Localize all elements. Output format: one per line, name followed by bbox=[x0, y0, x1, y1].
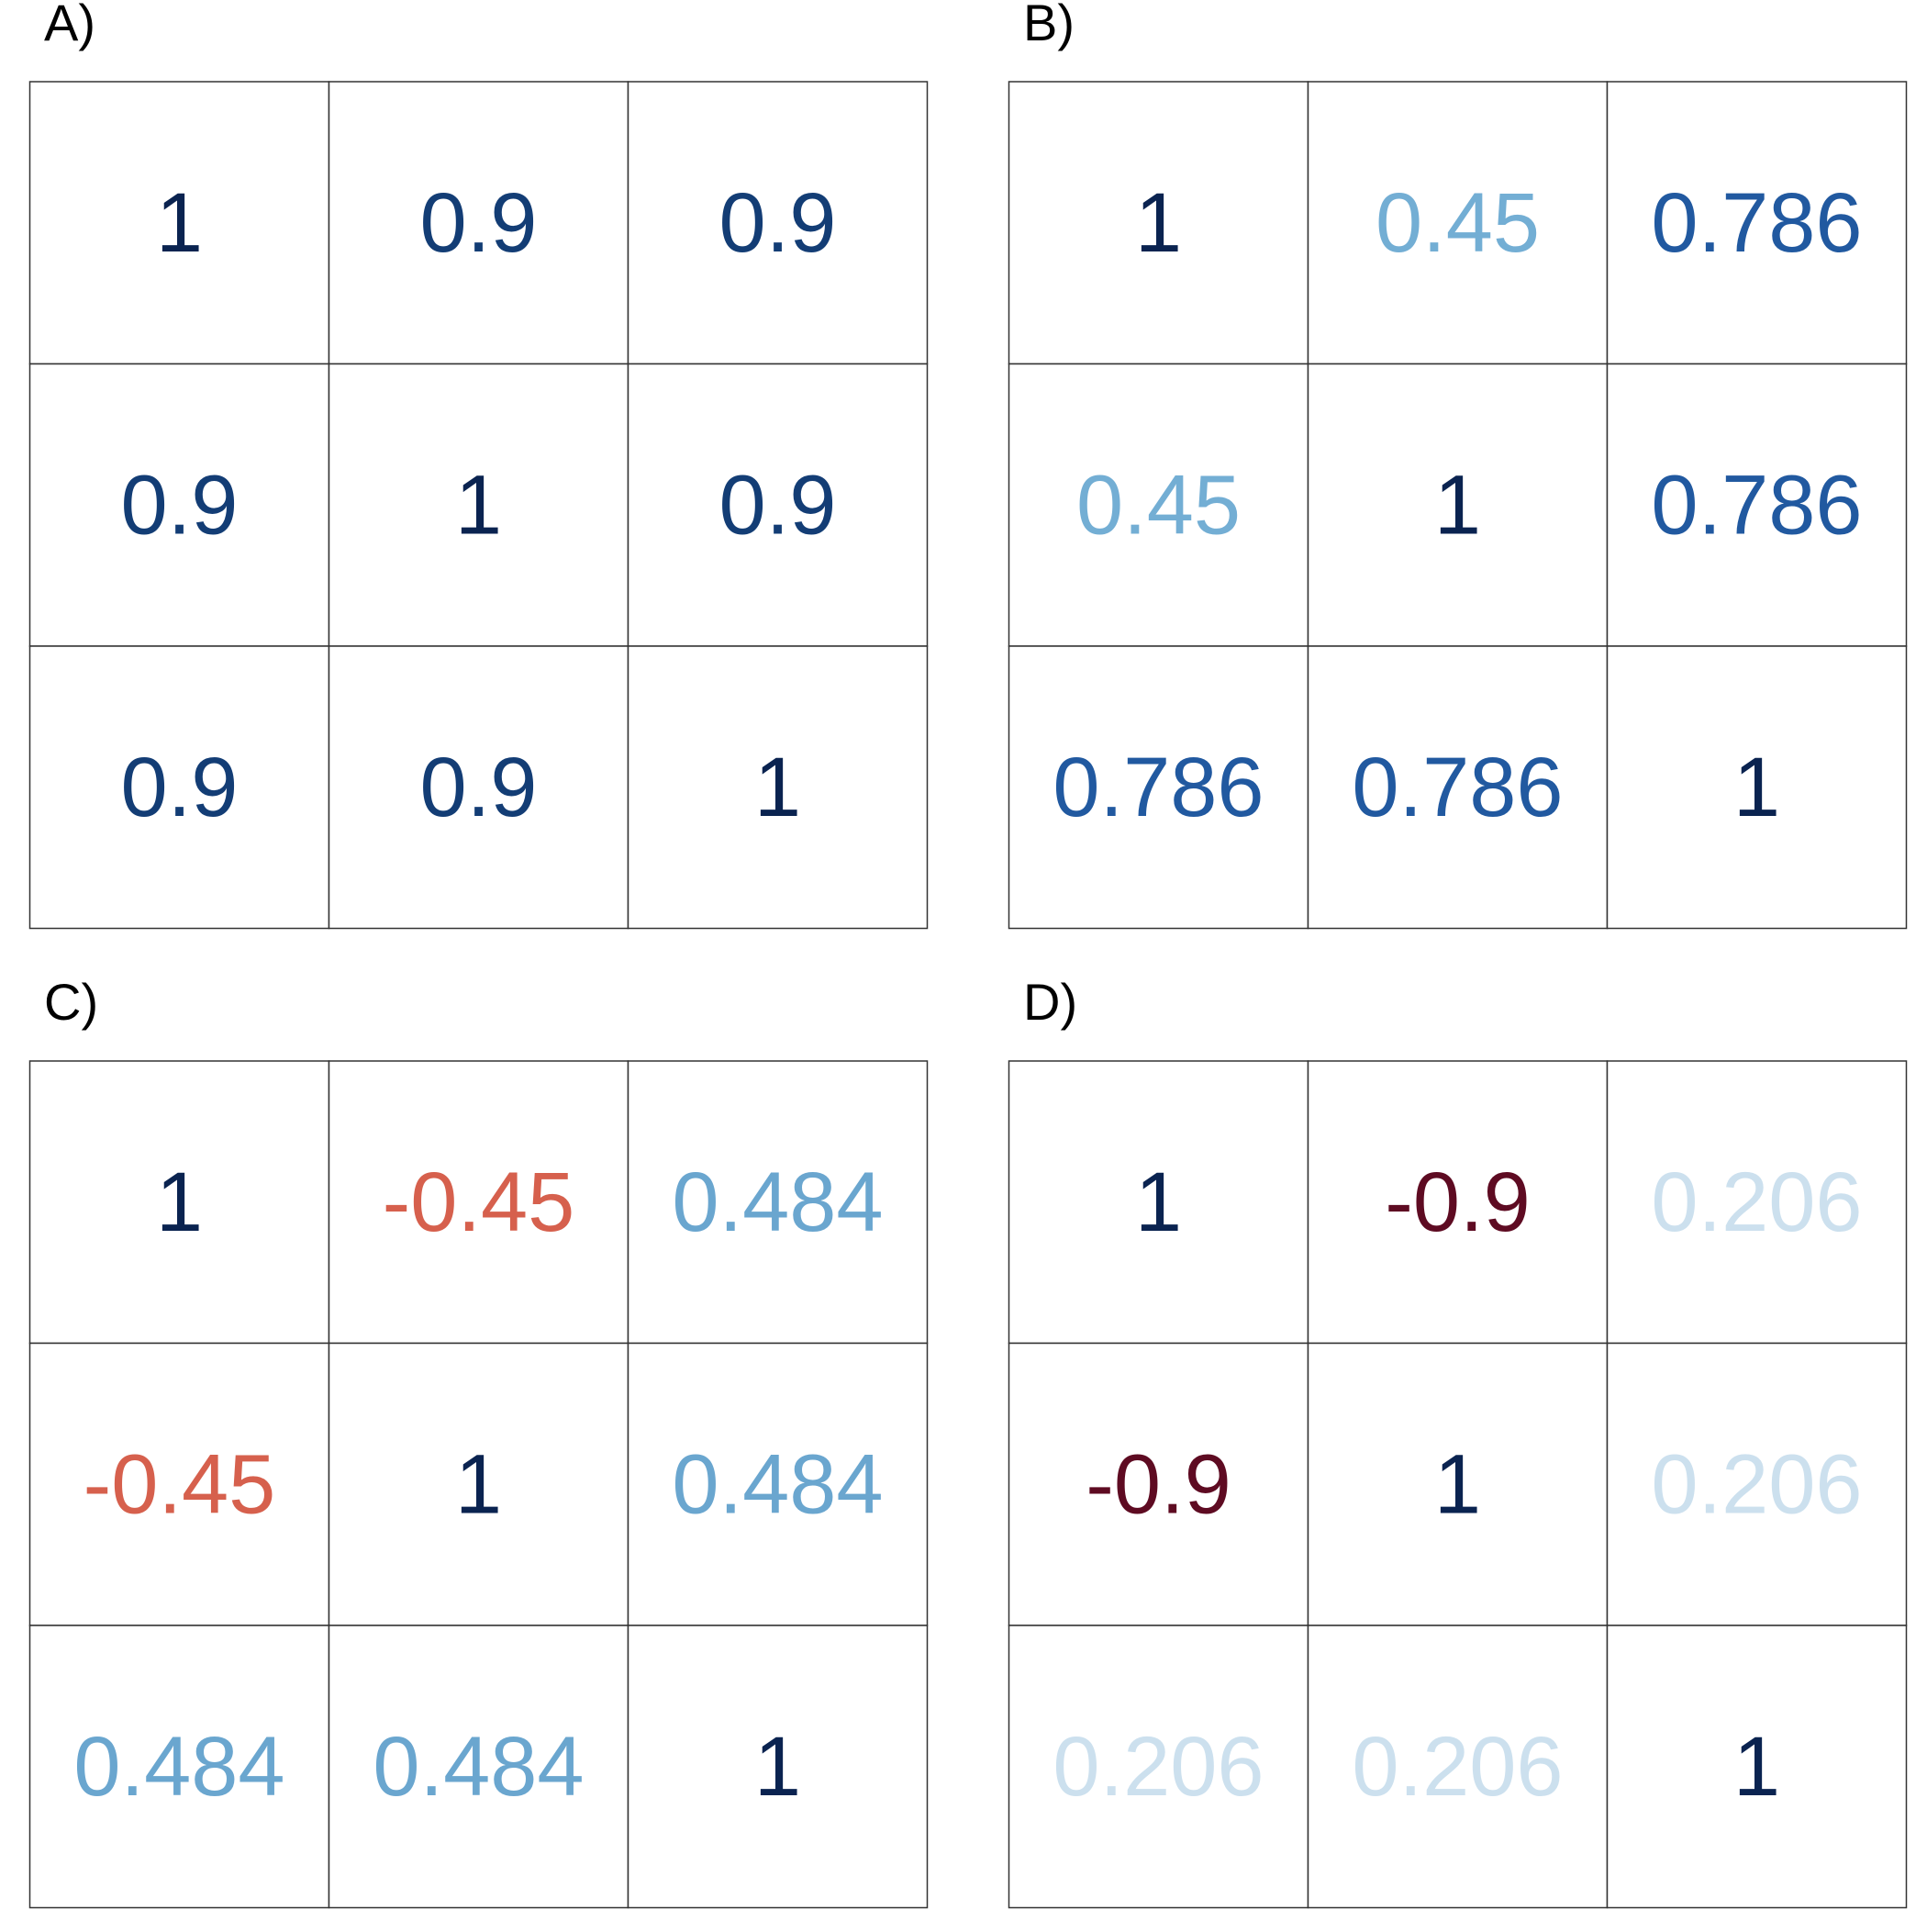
cell-value-label: 1 bbox=[1135, 176, 1182, 270]
cell-value-label: 0.9 bbox=[719, 458, 837, 552]
cell-value-label: 1 bbox=[1733, 1720, 1780, 1814]
matrix-cell bbox=[1606, 1625, 1908, 1909]
matrix-cell bbox=[28, 1342, 330, 1626]
matrix-cell bbox=[1606, 1342, 1908, 1626]
matrix-cell bbox=[328, 1060, 629, 1345]
panel-label: C) bbox=[44, 973, 98, 1031]
cell-value-label: 1 bbox=[754, 1720, 801, 1814]
cell-value-label: 0.9 bbox=[121, 741, 239, 834]
panel-a: A) 1 0.9 0.9 0.9 1 0.9 0.9 0.9 1 bbox=[28, 0, 929, 930]
panel-c: C) 1 -0.45 0.484 -0.45 1 0.484 0.484 0.484 1 bbox=[28, 973, 929, 1909]
cell-value-label: 0.206 bbox=[1352, 1720, 1563, 1814]
matrix-cell bbox=[627, 81, 929, 365]
cell-value-label: 0.9 bbox=[719, 176, 837, 270]
cell-value-label: 1 bbox=[156, 1156, 203, 1249]
cell-value-label: 0.484 bbox=[373, 1720, 584, 1814]
cell-value-label: -0.9 bbox=[1086, 1437, 1231, 1531]
panel-label: D) bbox=[1023, 973, 1077, 1031]
matrix-cell bbox=[1307, 363, 1609, 647]
panel-b: B) 1 0.45 0.786 0.45 1 0.786 0.786 0.786 1 bbox=[1008, 0, 1908, 930]
matrix-cell bbox=[627, 1625, 929, 1909]
cell-value-label: 0.484 bbox=[672, 1156, 883, 1249]
matrix-cell bbox=[1008, 1342, 1309, 1626]
matrix-cell bbox=[627, 1060, 929, 1345]
matrix-cell bbox=[1307, 1625, 1609, 1909]
cell-value-label: -0.9 bbox=[1385, 1156, 1531, 1249]
cell-value-label: 1 bbox=[1434, 458, 1481, 552]
matrix-cell bbox=[1307, 1060, 1609, 1345]
matrix-cell bbox=[1008, 645, 1309, 930]
matrix-cell bbox=[28, 1060, 330, 1345]
matrix-cell bbox=[328, 645, 629, 930]
cell-value-label: 0.45 bbox=[1376, 176, 1540, 270]
cell-value-label: 0.786 bbox=[1651, 176, 1862, 270]
panel-label: B) bbox=[1023, 0, 1075, 51]
panel-d: D) 1 -0.9 0.206 -0.9 1 0.206 0.206 0.206 1 bbox=[1008, 973, 1908, 1909]
cell-value-label: 0.9 bbox=[121, 458, 239, 552]
matrix-cell bbox=[28, 81, 330, 365]
matrix-cell bbox=[1606, 363, 1908, 647]
cell-value-label: 0.484 bbox=[672, 1437, 883, 1531]
cell-value-label: -0.45 bbox=[84, 1437, 276, 1531]
cell-value-label: 0.9 bbox=[420, 176, 538, 270]
matrix-cell bbox=[1008, 81, 1309, 365]
cell-value-label: 0.9 bbox=[420, 741, 538, 834]
cell-value-label: 0.206 bbox=[1651, 1156, 1862, 1249]
matrix-cell bbox=[28, 1625, 330, 1909]
cell-value-label: 0.786 bbox=[1651, 458, 1862, 552]
matrix-cell bbox=[28, 363, 330, 647]
cell-value-label: 1 bbox=[1135, 1156, 1182, 1249]
matrix-cell bbox=[627, 1342, 929, 1626]
cell-value-label: 0.45 bbox=[1076, 458, 1241, 552]
matrix-cell bbox=[627, 363, 929, 647]
cell-value-label: 1 bbox=[455, 458, 502, 552]
matrix-cell bbox=[1606, 81, 1908, 365]
cell-value-label: 0.786 bbox=[1352, 741, 1563, 834]
matrix-cell bbox=[1008, 1060, 1309, 1345]
matrix-cell bbox=[1307, 645, 1609, 930]
matrix-cell bbox=[1606, 645, 1908, 930]
cell-value-label: 0.484 bbox=[73, 1720, 284, 1814]
matrix-cell bbox=[328, 1342, 629, 1626]
matrix-cell bbox=[28, 645, 330, 930]
matrix-cell bbox=[1008, 363, 1309, 647]
cell-value-label: -0.45 bbox=[383, 1156, 575, 1249]
cell-value-label: 0.206 bbox=[1651, 1437, 1862, 1531]
matrix-cell bbox=[1008, 1625, 1309, 1909]
matrix-cell bbox=[328, 363, 629, 647]
matrix-cell bbox=[328, 1625, 629, 1909]
cell-value-label: 1 bbox=[156, 176, 203, 270]
panel-label: A) bbox=[44, 0, 95, 51]
cell-value-label: 1 bbox=[1434, 1437, 1481, 1531]
matrix-cell bbox=[627, 645, 929, 930]
matrix-cell bbox=[1606, 1060, 1908, 1345]
cell-value-label: 0.206 bbox=[1053, 1720, 1264, 1814]
cell-value-label: 1 bbox=[455, 1437, 502, 1531]
cell-value-label: 1 bbox=[1733, 741, 1780, 834]
cell-value-label: 1 bbox=[754, 741, 801, 834]
cell-value-label: 0.786 bbox=[1053, 741, 1264, 834]
matrix-cell bbox=[328, 81, 629, 365]
